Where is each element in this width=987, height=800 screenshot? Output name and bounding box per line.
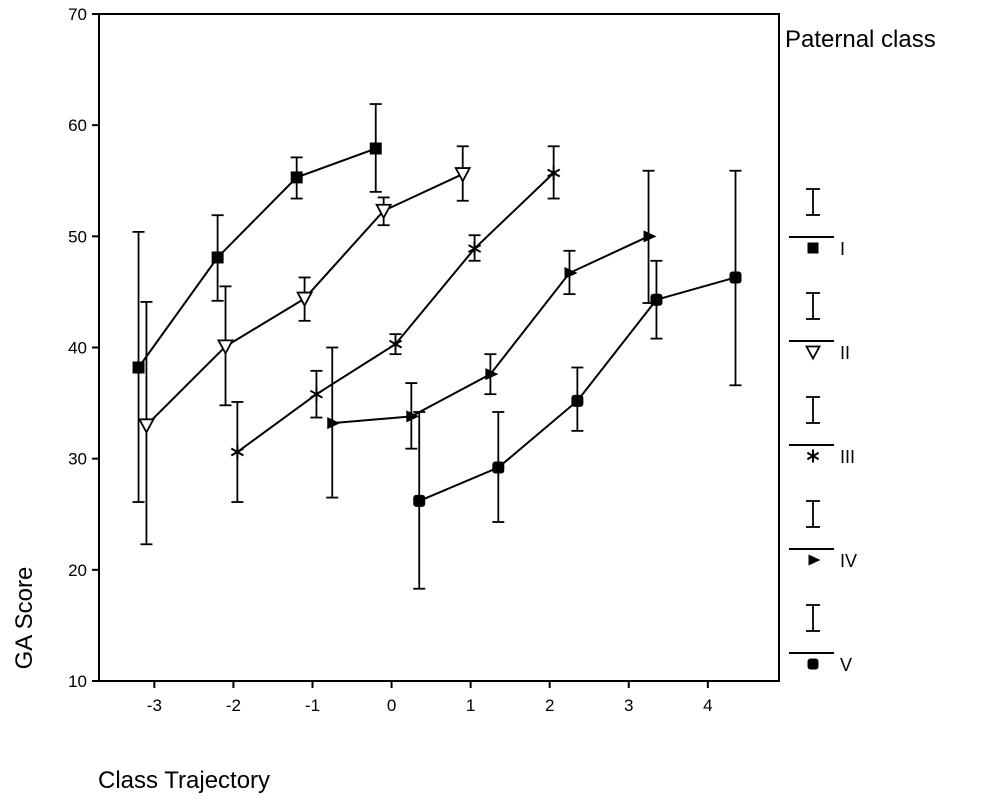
data-point <box>808 554 821 566</box>
legend-label: III <box>840 447 855 467</box>
legend-label: I <box>840 239 845 259</box>
legend-label: II <box>840 343 850 363</box>
data-point <box>211 251 224 264</box>
data-point <box>369 142 382 155</box>
data-point <box>485 368 499 381</box>
data-point <box>547 165 561 180</box>
data-point <box>137 418 155 435</box>
data-point <box>388 337 403 352</box>
data-point <box>413 494 426 507</box>
data-point <box>650 293 663 306</box>
data-point <box>230 444 244 459</box>
x-axis-title: Class Trajectory <box>98 767 270 794</box>
y-tick-label: 20 <box>68 561 87 580</box>
data-point <box>217 339 235 356</box>
data-point <box>327 417 341 430</box>
data-point <box>806 449 820 463</box>
legend-label: V <box>840 655 852 675</box>
data-point <box>807 658 819 670</box>
series-layer <box>132 103 742 590</box>
series-II <box>137 145 472 546</box>
data-point <box>375 203 393 220</box>
data-point <box>643 230 657 243</box>
x-tick-label: 4 <box>703 696 712 715</box>
data-point <box>132 361 145 374</box>
legend-entry-III: III <box>789 396 855 467</box>
legend-entry-IV: IV <box>789 500 857 571</box>
x-tick-label: -2 <box>226 696 241 715</box>
y-axis: 10 20 30 40 50 60 70 <box>68 5 99 691</box>
legend-errorbar-icon <box>806 604 820 632</box>
x-tick-label: -1 <box>305 696 320 715</box>
legend-title: Paternal class <box>785 26 936 53</box>
legend-entry-V: V <box>789 604 852 675</box>
legend-errorbar-icon <box>806 292 820 320</box>
plot-border <box>98 13 780 682</box>
data-point <box>492 461 505 474</box>
y-axis-title: GA Score <box>11 567 38 670</box>
legend-errorbar-icon <box>806 500 820 528</box>
data-point <box>804 345 822 361</box>
data-point <box>729 271 742 284</box>
series-V <box>413 169 742 590</box>
legend-errorbar-icon <box>806 188 820 216</box>
x-tick-label: 3 <box>624 696 633 715</box>
series-line <box>137 147 377 369</box>
x-tick-label: 1 <box>466 696 475 715</box>
data-point <box>564 267 578 280</box>
legend-entry-I: I <box>789 188 845 259</box>
legend-label: IV <box>840 551 857 571</box>
x-axis: -3 -2 -1 0 1 2 3 4 <box>147 681 713 715</box>
data-point <box>290 171 303 184</box>
x-tick-label: 0 <box>387 696 396 715</box>
data-point <box>296 291 314 308</box>
series-IV <box>326 169 657 499</box>
y-tick-label: 60 <box>68 116 87 135</box>
data-point <box>571 394 584 407</box>
y-tick-label: 30 <box>68 450 87 469</box>
series-I <box>132 103 382 503</box>
y-tick-label: 70 <box>68 5 87 24</box>
x-tick-label: 2 <box>545 696 554 715</box>
data-point <box>454 167 472 183</box>
y-tick-label: 50 <box>68 227 87 246</box>
legend-errorbar-icon <box>806 396 820 424</box>
legend-entry-II: II <box>789 292 850 363</box>
data-point <box>468 241 482 256</box>
y-tick-label: 40 <box>68 339 87 358</box>
x-tick-label: -3 <box>147 696 162 715</box>
data-point <box>406 410 420 423</box>
y-tick-label: 10 <box>68 672 87 691</box>
series-line <box>236 172 555 453</box>
series-III <box>230 145 561 503</box>
data-point <box>309 387 324 402</box>
plot-frame <box>98 13 780 682</box>
data-point <box>807 242 819 254</box>
